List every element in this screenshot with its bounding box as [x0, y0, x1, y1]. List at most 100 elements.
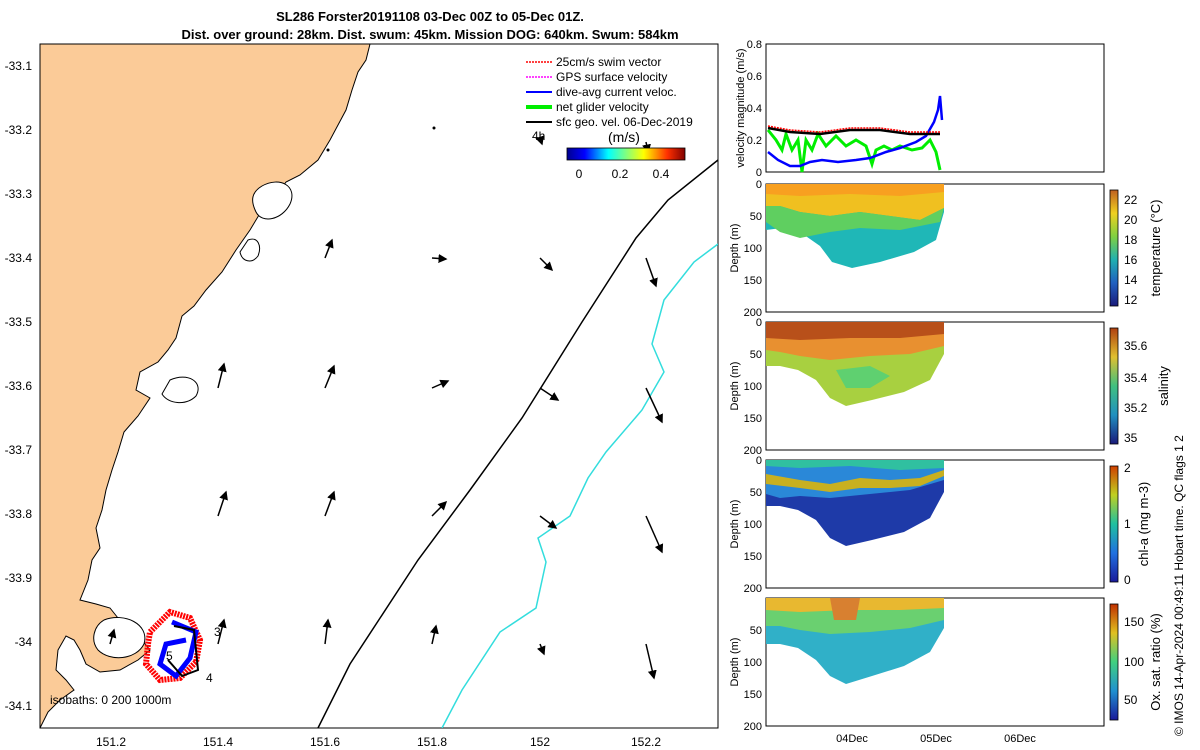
time-tag: 4h	[532, 129, 545, 143]
oxygen-panel: 50 100 150 200 Depth (m) 50 100 150 Ox. …	[729, 597, 1163, 733]
geo-velocity-line	[767, 126, 940, 136]
track-label-3: 3	[214, 625, 221, 639]
cb-tick: 20	[1124, 213, 1138, 227]
track-label-5: 5	[166, 649, 173, 663]
current-velocity-line	[767, 95, 944, 168]
vel-y-tick: 0.4	[747, 103, 762, 115]
y-tick-label: -33.2	[5, 123, 33, 137]
isobath-1000	[441, 243, 718, 728]
depth-tick: 100	[744, 657, 762, 669]
date-tick: 05Dec	[920, 733, 952, 745]
date-tick: 04Dec	[836, 733, 868, 745]
depth-tick: 200	[744, 445, 762, 457]
depth-tick: 100	[744, 519, 762, 531]
depth-label: Depth (m)	[729, 362, 741, 411]
y-tick-label: -34.1	[5, 699, 33, 713]
temperature-panel: 0 50 100 150 200 Depth (m) 12 14 16 18 2…	[729, 179, 1163, 319]
vel-y-tick: 0	[756, 167, 762, 179]
cb-tick: 35.6	[1124, 339, 1148, 353]
depth-tick: 0	[756, 455, 762, 467]
depth-tick: 50	[750, 487, 762, 499]
vel-y-tick: 0.8	[747, 39, 762, 51]
title-line-1: SL286 Forster20191108 03-Dec 00Z to 05-D…	[276, 9, 584, 24]
cb-tick: 35	[1124, 431, 1138, 445]
isobath-200	[317, 159, 718, 728]
cb-tick: 50	[1124, 693, 1138, 707]
isobaths-label: isobaths: 0 200 1000m	[50, 693, 171, 707]
vel-y-tick: 0.2	[747, 135, 762, 147]
legend-current: dive-avg current veloc.	[556, 85, 677, 99]
colorbar-label: (m/s)	[608, 129, 640, 145]
date-tick: 06Dec	[1004, 733, 1036, 745]
map-legend: 25cm/s swim vector GPS surface velocity …	[526, 55, 693, 181]
cb-tick: 100	[1124, 655, 1144, 669]
colorbar-tick: 0.2	[612, 167, 629, 181]
cb-tick: 35.2	[1124, 401, 1148, 415]
depth-tick: 100	[744, 381, 762, 393]
y-tick-label: -33.3	[5, 187, 33, 201]
legend-swim: 25cm/s swim vector	[556, 55, 661, 69]
cb-tick: 12	[1124, 293, 1138, 307]
depth-tick: 200	[744, 721, 762, 733]
copyright-note: © IMOS 14-Apr-2024 00:49:11 Hobart time.…	[1172, 435, 1186, 736]
cb-tick: 0	[1124, 573, 1131, 587]
cb-tick: 22	[1124, 193, 1138, 207]
depth-tick: 200	[744, 583, 762, 595]
legend-net: net glider velocity	[556, 100, 649, 114]
vel-y-tick: 0.6	[747, 71, 762, 83]
y-tick-label: -33.9	[5, 571, 33, 585]
depth-tick: 150	[744, 275, 762, 287]
vel-y-label: velocity magnitude (m/s)	[735, 48, 747, 167]
depth-tick: 150	[744, 551, 762, 563]
depth-label: Depth (m)	[729, 638, 741, 687]
depth-tick: 50	[750, 211, 762, 223]
cb-tick: 18	[1124, 233, 1138, 247]
salinity-colorbar	[1109, 327, 1119, 445]
depth-tick: 0	[756, 317, 762, 329]
y-tick-label: -33.6	[5, 379, 33, 393]
date-axis: 04Dec 05Dec 06Dec	[836, 733, 1036, 745]
x-tick-label: 152.2	[631, 735, 661, 749]
x-tick-label: 152	[530, 735, 550, 749]
swim-velocity-line	[767, 125, 940, 133]
geo-velocity-arrows	[107, 135, 664, 680]
x-tick-label: 151.8	[417, 735, 447, 749]
depth-label: Depth (m)	[729, 500, 741, 549]
net-velocity-line	[766, 128, 942, 173]
y-tick-label: -34	[15, 635, 33, 649]
chla-colorbar	[1109, 465, 1119, 583]
depth-tick: 150	[744, 413, 762, 425]
cb-tick: 35.4	[1124, 371, 1148, 385]
depth-tick: 200	[744, 307, 762, 319]
x-tick-label: 151.2	[96, 735, 126, 749]
cb-tick: 2	[1124, 461, 1131, 475]
map-y-ticks: -33.1 -33.2 -33.3 -33.4 -33.5 -33.6 -33.…	[5, 59, 33, 713]
x-tick-label: 151.4	[203, 735, 233, 749]
cb-label: salinity	[1156, 366, 1171, 406]
cb-label: temperature (°C)	[1148, 200, 1163, 297]
oxygen-colorbar	[1109, 603, 1119, 721]
title-line-2: Dist. over ground: 28km. Dist. swum: 45k…	[181, 27, 679, 42]
cb-tick: 14	[1124, 273, 1138, 287]
map-x-ticks: 151.2 151.4 151.6 151.8 152 152.2	[96, 735, 661, 749]
cb-label: Ox. sat. ratio (%)	[1148, 613, 1163, 711]
chla-panel: 0 50 100 150 200 Depth (m) 0 1 2 chl-a (…	[729, 455, 1151, 595]
legend-gps: GPS surface velocity	[556, 70, 667, 84]
velocity-colorbar	[566, 147, 686, 161]
depth-tick: 50	[750, 349, 762, 361]
cb-tick: 16	[1124, 253, 1138, 267]
depth-label: Depth (m)	[729, 224, 741, 273]
velocity-panel: 0 0.2 0.4 0.6 0.8 velocity magnitude (m/…	[735, 39, 1105, 179]
y-tick-label: -33.4	[5, 251, 33, 265]
y-tick-label: -33.5	[5, 315, 33, 329]
cb-tick: 150	[1124, 615, 1144, 629]
salinity-panel: 0 50 100 150 200 Depth (m) 35 35.2 35.4 …	[729, 317, 1171, 457]
depth-tick: 150	[744, 689, 762, 701]
depth-tick: 100	[744, 243, 762, 255]
temperature-colorbar	[1109, 189, 1119, 307]
y-tick-label: -33.1	[5, 59, 33, 73]
x-tick-label: 151.6	[310, 735, 340, 749]
cb-label: chl-a (mg m-3)	[1136, 482, 1151, 567]
depth-tick: 0	[756, 179, 762, 191]
cb-tick: 1	[1124, 517, 1131, 531]
